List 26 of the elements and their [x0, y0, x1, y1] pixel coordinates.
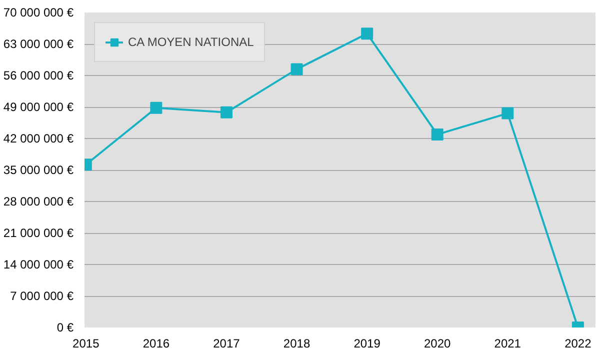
legend-label: CA MOYEN NATIONAL	[128, 35, 254, 49]
point	[290, 63, 303, 76]
x-tick-label: 2021	[494, 336, 522, 350]
point	[220, 106, 232, 118]
y-tick-label: 14 000 000 €	[3, 258, 74, 272]
point	[502, 107, 514, 120]
x-tick-label: 2017	[213, 336, 240, 350]
y-tick-label: 35 000 000 €	[3, 163, 74, 177]
y-tick-label: 63 000 000 €	[3, 37, 74, 51]
point	[431, 128, 444, 140]
x-tick-label: 2019	[354, 336, 381, 350]
y-tick-label: 28 000 000 €	[3, 194, 74, 208]
x-tick-label: 2020	[424, 336, 452, 350]
x-tick-label: 2018	[283, 336, 310, 350]
y-tick-label: 49 000 000 €	[3, 100, 74, 114]
y-tick-label: 56 000 000 €	[3, 68, 74, 82]
y-tick-label: 42 000 000 €	[3, 132, 74, 146]
y-tick-label: 7 000 000 €	[10, 289, 74, 303]
y-tick-label: 0 €	[56, 320, 74, 334]
x-tick-label: 2022	[564, 336, 592, 350]
point	[150, 102, 162, 114]
x-tick-label: 2016	[142, 336, 170, 350]
y-tick-label: 70 000 000 €	[3, 6, 74, 20]
y-tick-label: 21 000 000 €	[3, 226, 74, 240]
x-tick-label: 2015	[72, 336, 100, 350]
point	[361, 28, 374, 40]
